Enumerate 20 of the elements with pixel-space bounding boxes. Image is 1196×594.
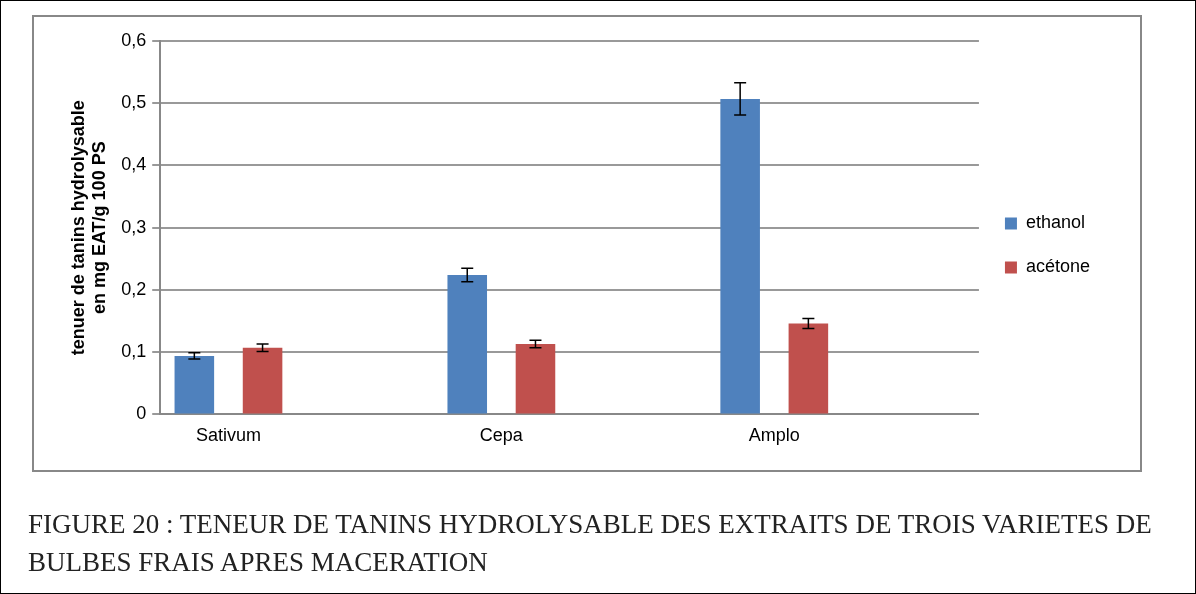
x-tick-label: Sativum	[195, 425, 261, 446]
bar	[788, 323, 829, 414]
y-tick-label: 0,6	[121, 29, 147, 50]
y-tick-label: 0,1	[121, 341, 147, 362]
bar	[447, 275, 488, 414]
bar	[242, 347, 283, 414]
y-tick-label: 0,3	[121, 216, 147, 237]
x-tick-label: Cepa	[479, 425, 524, 446]
bar	[515, 344, 556, 414]
x-tick-label: Amplo	[748, 425, 800, 446]
y-tick-label: 0	[136, 403, 147, 424]
legend-label: ethanol	[1025, 212, 1086, 233]
y-tick-label: 0,4	[121, 154, 147, 175]
bar	[720, 98, 760, 414]
y-tick-label: 0,5	[121, 92, 147, 113]
y-tick-label: 0,2	[121, 278, 147, 299]
caption: FIGURE 20 : TENEUR DE TANINS HYDROLYSABLE DES EXTRAITS DE TROIS VARIETES DE BULBES FRAIS APRES MACERATION	[28, 508, 1153, 579]
legend-label: acétone	[1025, 256, 1091, 277]
bar	[174, 355, 215, 414]
y-axis-title: tenuer de tanins hydrolysable en mg EAT/g 100 PS	[67, 100, 110, 356]
